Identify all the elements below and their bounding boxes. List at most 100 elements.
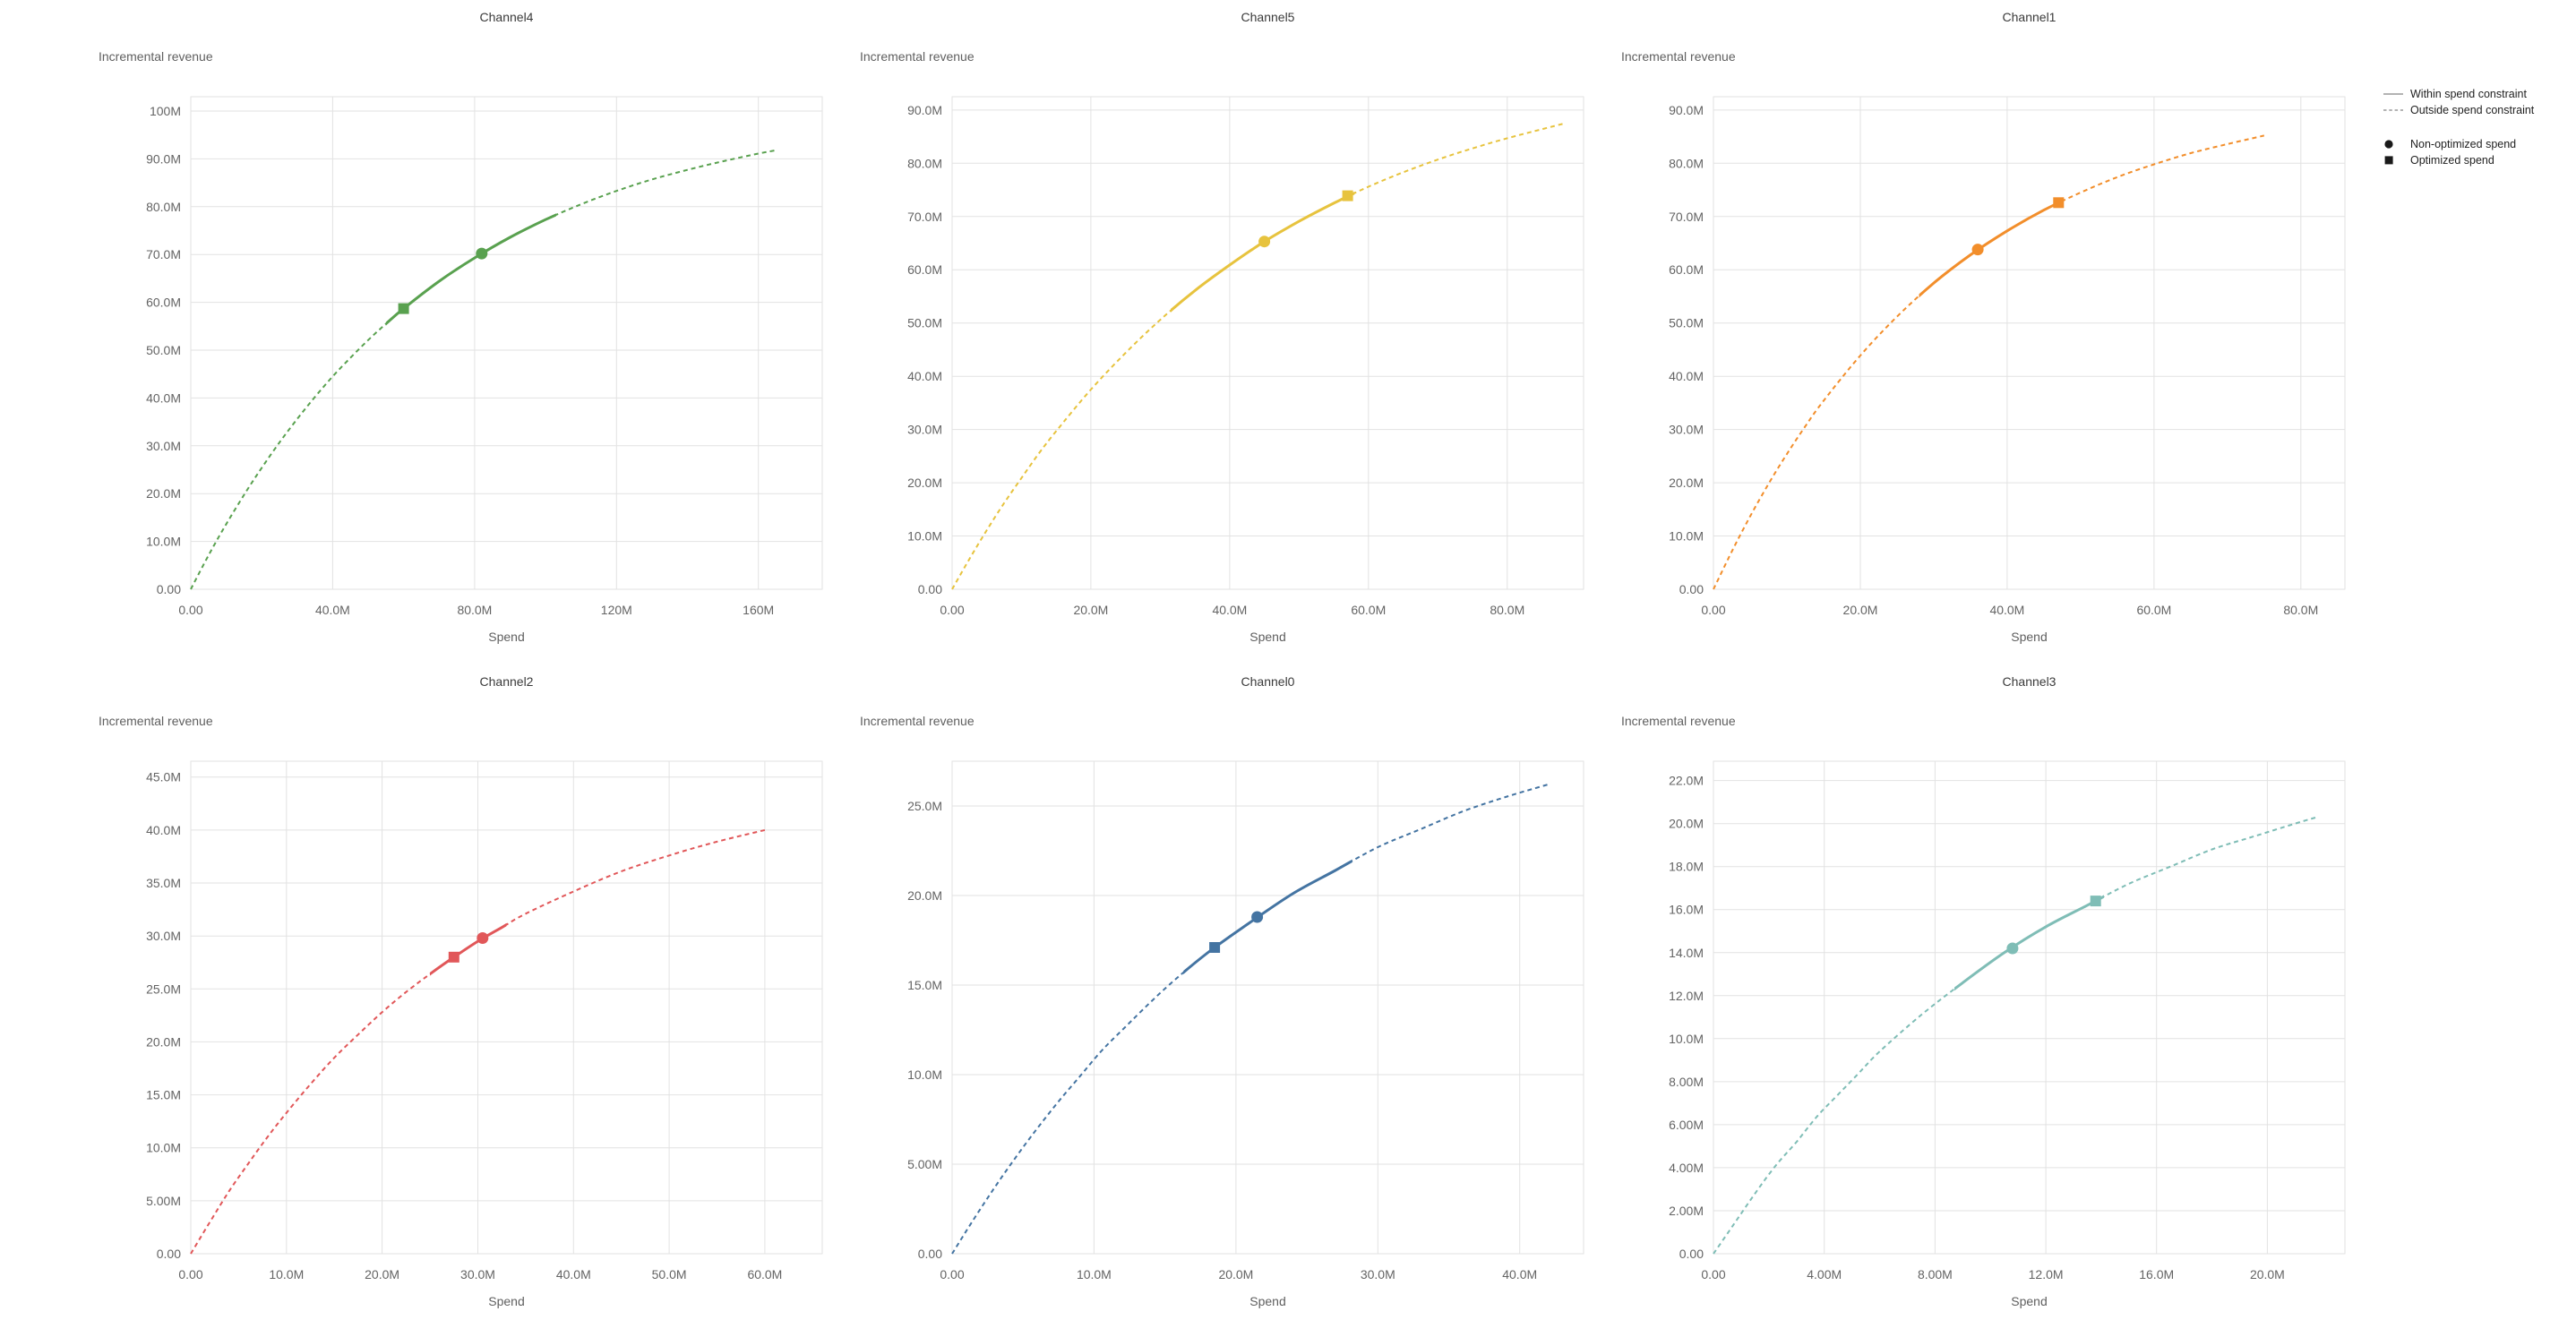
response-curve-outside-constraint (190, 828, 766, 1255)
y-tick-label: 2.00M (1669, 1204, 1704, 1218)
y-tick-label: 40.0M (146, 823, 181, 837)
y-tick-label: 30.0M (146, 439, 181, 453)
response-curve-chart-4: Channel0 Incremental revenue 0.00 5.00M 10.0… (860, 674, 1584, 1308)
y-tick-label: 20.0M (907, 476, 942, 490)
legend-item-outside-constraint: Outside spend constraint (2383, 102, 2574, 118)
chart-title: Channel5 (1241, 10, 1295, 24)
y-tick-label: 45.0M (146, 770, 181, 784)
y-tick-label: 60.0M (907, 262, 942, 277)
y-tick-label: 10.0M (907, 1067, 942, 1082)
y-tick-label: 25.0M (146, 981, 181, 996)
x-tick-label: 20.0M (1843, 603, 1878, 617)
optimized-spend-marker (398, 303, 409, 314)
dashed-line-icon (2383, 109, 2403, 111)
legend-item-non-optimized: Non-optimized spend (2383, 136, 2574, 152)
y-tick-label: 20.0M (1669, 476, 1704, 490)
response-curve-within-constraint (385, 213, 556, 326)
y-tick-label: 60.0M (146, 296, 181, 310)
y-tick-label: 0.00 (157, 582, 181, 596)
legend-label-non-optimized: Non-optimized spend (2410, 138, 2517, 150)
y-tick-label: 60.0M (1669, 262, 1704, 277)
optimized-spend-marker (1209, 942, 1221, 953)
optimized-spend-marker (2090, 896, 2101, 907)
y-axis-title: Incremental revenue (860, 49, 975, 64)
y-tick-label: 35.0M (146, 876, 181, 890)
optimized-spend-marker (448, 951, 459, 963)
y-tick-label: 10.0M (146, 1141, 181, 1155)
y-tick-label: 30.0M (907, 423, 942, 437)
response-curve-chart-3: Channel2 Incremental revenue 0.00 5.00M 10.0… (99, 674, 823, 1308)
x-axis-title: Spend (488, 630, 524, 644)
legend-item-within-constraint: Within spend constraint (2383, 86, 2574, 102)
plot-frame (1713, 760, 2346, 1255)
x-tick-label: 30.0M (460, 1267, 495, 1281)
x-tick-label: 40.0M (556, 1267, 591, 1281)
y-axis-title: Incremental revenue (1621, 714, 1736, 728)
x-tick-label: 120M (601, 603, 632, 617)
y-tick-label: 15.0M (146, 1088, 181, 1102)
solid-line-icon (2383, 93, 2403, 95)
x-axis-title: Spend (1249, 630, 1285, 644)
x-tick-label: 40.0M (1502, 1267, 1537, 1281)
legend-label-within-constraint: Within spend constraint (2410, 88, 2527, 100)
x-tick-label: 16.0M (2139, 1267, 2174, 1281)
non-optimized-spend-marker (476, 247, 488, 260)
x-tick-label: 0.00 (940, 603, 964, 617)
circle-marker-icon (2384, 140, 2393, 149)
x-axis-title: Spend (1249, 1294, 1285, 1308)
x-tick-label: 20.0M (1218, 1267, 1253, 1281)
y-tick-label: 4.00M (1669, 1161, 1704, 1175)
y-tick-label: 18.0M (1669, 860, 1704, 874)
chart-title: Channel3 (2003, 674, 2057, 689)
response-curve-outside-constraint (951, 784, 1549, 1255)
y-tick-label: 50.0M (1669, 316, 1704, 330)
y-tick-label: 10.0M (146, 535, 181, 549)
chart-title: Channel4 (480, 10, 534, 24)
response-curve-outside-constraint (190, 149, 777, 590)
x-tick-label: 40.0M (1989, 603, 2024, 617)
y-tick-label: 15.0M (907, 978, 942, 992)
response-curve-within-constraint (1171, 191, 1355, 313)
legend-group-gap (2383, 118, 2574, 136)
y-tick-label: 70.0M (1669, 210, 1704, 224)
x-tick-label: 20.0M (2250, 1267, 2285, 1281)
x-tick-label: 0.00 (178, 603, 202, 617)
chart-title: Channel1 (2003, 10, 2057, 24)
y-tick-label: 0.00 (918, 582, 942, 596)
x-tick-label: 0.00 (1701, 1267, 1725, 1281)
y-tick-label: 50.0M (907, 316, 942, 330)
x-tick-label: 8.00M (1918, 1267, 1953, 1281)
legend: Within spend constraint Outside spend co… (2383, 86, 2574, 168)
y-axis-title: Incremental revenue (860, 714, 975, 728)
y-tick-label: 20.0M (146, 1034, 181, 1049)
y-tick-label: 70.0M (907, 210, 942, 224)
y-axis-title: Incremental revenue (99, 49, 213, 64)
y-tick-label: 50.0M (146, 343, 181, 357)
x-tick-label: 80.0M (1490, 603, 1524, 617)
x-tick-label: 0.00 (1701, 603, 1725, 617)
x-tick-label: 80.0M (457, 603, 492, 617)
y-tick-label: 80.0M (146, 200, 181, 214)
y-tick-label: 90.0M (907, 103, 942, 117)
x-tick-label: 60.0M (2136, 603, 2171, 617)
plot-frame (951, 96, 1584, 590)
plot-frame (951, 760, 1584, 1255)
x-tick-label: 60.0M (747, 1267, 782, 1281)
x-tick-label: 20.0M (365, 1267, 399, 1281)
y-axis-title: Incremental revenue (99, 714, 213, 728)
non-optimized-spend-marker (1971, 244, 1984, 256)
y-tick-label: 10.0M (1669, 1032, 1704, 1046)
chart-title: Channel0 (1241, 674, 1295, 689)
non-optimized-spend-marker (477, 932, 489, 944)
x-tick-label: 10.0M (269, 1267, 304, 1281)
plot-frame (190, 760, 823, 1255)
y-tick-label: 20.0M (146, 486, 181, 501)
plot-frame (1713, 96, 2346, 590)
y-tick-label: 40.0M (146, 390, 181, 405)
response-curve-within-constraint (1919, 200, 2060, 298)
x-tick-label: 10.0M (1077, 1267, 1112, 1281)
x-tick-label: 50.0M (652, 1267, 687, 1281)
y-tick-label: 20.0M (907, 888, 942, 903)
x-tick-label: 40.0M (1212, 603, 1247, 617)
y-tick-label: 10.0M (907, 529, 942, 544)
